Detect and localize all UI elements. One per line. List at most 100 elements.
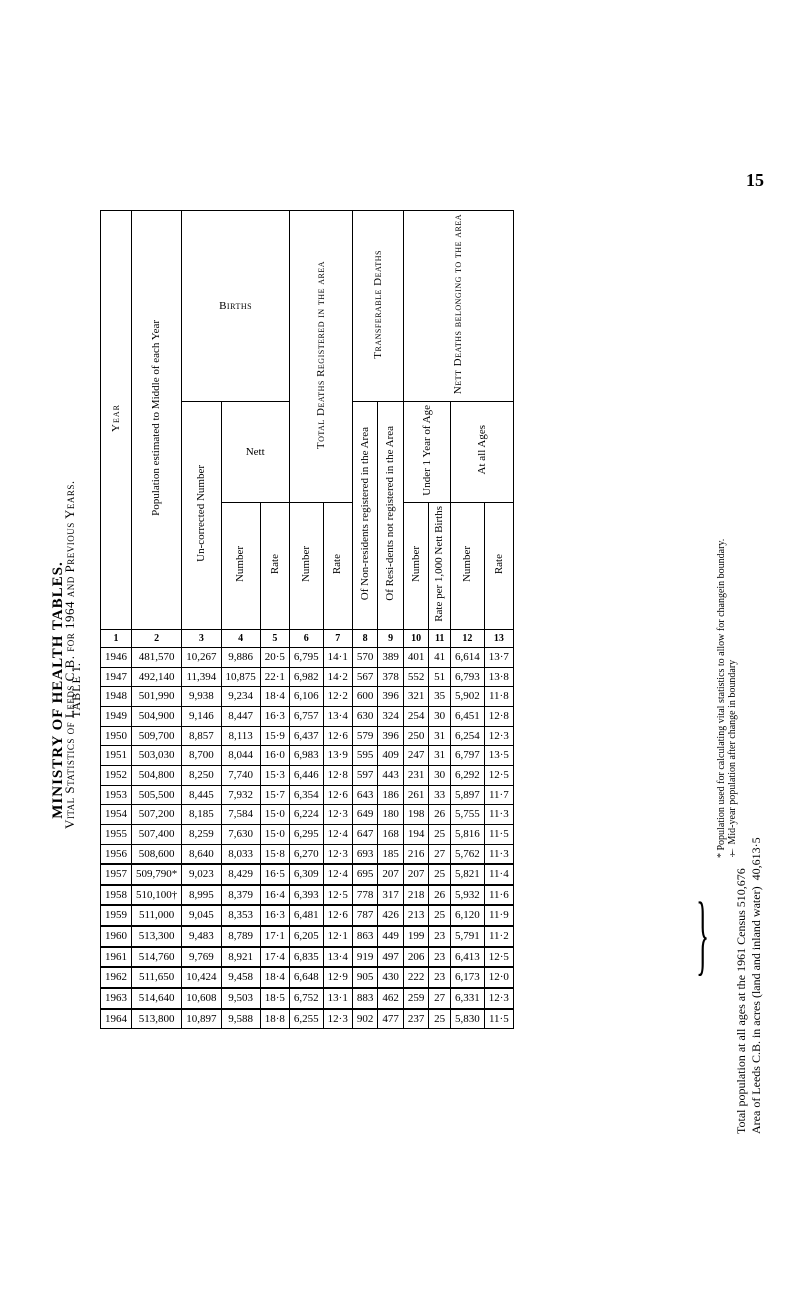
cell: 10,608 — [182, 988, 221, 1009]
cell: 919 — [352, 947, 378, 968]
table-foot: 1964 513,800 10,897 9,588 18·8 6,255 12·… — [101, 1009, 514, 1029]
cell: 261 — [403, 785, 429, 805]
cell: 35 — [429, 687, 451, 707]
table-row: 1947492,14011,39410,87522·16,98214·25673… — [101, 667, 514, 687]
cell: 492,140 — [132, 667, 182, 687]
cell: 6,205 — [289, 926, 323, 947]
cell: 595 — [352, 746, 378, 766]
cell: 5,932 — [450, 885, 484, 906]
cell: 321 — [403, 687, 429, 707]
cell: 905 — [352, 967, 378, 988]
cell: 33 — [429, 785, 451, 805]
cell: 26 — [429, 885, 451, 906]
cell: 902 — [352, 1009, 378, 1029]
cell: 11·6 — [484, 885, 513, 906]
col-number-row: 1 2 3 4 5 6 7 8 9 10 11 12 13 — [101, 629, 514, 648]
table-row: 1961514,7609,7698,92117·46,83513·4919497… — [101, 947, 514, 968]
cell: 514,760 — [132, 947, 182, 968]
cell: 5,816 — [450, 824, 484, 844]
cell: 12·6 — [323, 785, 352, 805]
cell: 25 — [429, 864, 451, 885]
cell: 18·4 — [260, 967, 289, 988]
cell: 13·5 — [484, 746, 513, 766]
cell: 443 — [378, 766, 404, 786]
grp-total-deaths: Total Deaths Registered in the area — [289, 211, 352, 503]
cell: 194 — [403, 824, 429, 844]
cell: 9,146 — [182, 707, 221, 727]
table-row: 1954507,2008,1857,58415·06,22412·3649180… — [101, 805, 514, 825]
cell: 14·2 — [323, 667, 352, 687]
cell: 27 — [429, 988, 451, 1009]
cell: 567 — [352, 667, 378, 687]
cell: 1953 — [101, 785, 132, 805]
cell: 9,458 — [221, 967, 260, 988]
cell: 514,640 — [132, 988, 182, 1009]
cell: 259 — [403, 988, 429, 1009]
cell: 12·6 — [323, 905, 352, 926]
cell: 449 — [378, 926, 404, 947]
col-resnot: Of Resi-dents not registered in the Area — [378, 401, 404, 629]
col-nonres: Of Non-residents registered in the Area — [352, 401, 378, 629]
cell: 1959 — [101, 905, 132, 926]
cell: 198 — [403, 805, 429, 825]
cell: 6,481 — [289, 905, 323, 926]
cell: 503,030 — [132, 746, 182, 766]
cell: 11·7 — [484, 785, 513, 805]
cell: 8,700 — [182, 746, 221, 766]
colno: 13 — [484, 629, 513, 648]
cell: 222 — [403, 967, 429, 988]
footnotes: * Population used for calculating vital … — [716, 300, 736, 860]
cell: 396 — [378, 687, 404, 707]
cell: 15·0 — [260, 824, 289, 844]
cell: 20·5 — [260, 648, 289, 668]
cell: 5,821 — [450, 864, 484, 885]
cell: 9,588 — [221, 1009, 260, 1029]
cell: 6,255 — [289, 1009, 323, 1029]
table-row: 1959511,0009,0458,35316·36,48112·6787426… — [101, 905, 514, 926]
cell: 5,762 — [450, 844, 484, 864]
grp-transferable: Transferable Deaths — [352, 211, 403, 402]
grp-nett: Nett — [221, 401, 289, 502]
colno: 10 — [403, 629, 429, 648]
table-row: 1957509,790*9,0238,42916·56,30912·469520… — [101, 864, 514, 885]
cell: 12·0 — [484, 967, 513, 988]
cell: 12·1 — [323, 926, 352, 947]
cell: 552 — [403, 667, 429, 687]
page-number: 15 — [746, 170, 764, 191]
cell: 11·3 — [484, 844, 513, 864]
col-u1-r: Rate per 1,000 Nett Births — [429, 503, 451, 629]
cell: 13·4 — [323, 707, 352, 727]
cell: 12·8 — [323, 766, 352, 786]
cell: 1952 — [101, 766, 132, 786]
cell: 207 — [378, 864, 404, 885]
cell: 787 — [352, 905, 378, 926]
cell: 378 — [378, 667, 404, 687]
cell: 18·5 — [260, 988, 289, 1009]
cell: 649 — [352, 805, 378, 825]
cell: 6,983 — [289, 746, 323, 766]
cell: 8,185 — [182, 805, 221, 825]
cell: 647 — [352, 824, 378, 844]
cell: 5,755 — [450, 805, 484, 825]
page: 15 Vital Statistics of Leeds C.B. for 19… — [0, 0, 800, 1306]
cell: 25 — [429, 905, 451, 926]
cell: 5,830 — [450, 1009, 484, 1029]
cell: 6,835 — [289, 947, 323, 968]
colno: 7 — [323, 629, 352, 648]
cell: 430 — [378, 967, 404, 988]
cell: 12·3 — [484, 726, 513, 746]
cell: 8,113 — [221, 726, 260, 746]
cell: 6,793 — [450, 667, 484, 687]
cell: 513,300 — [132, 926, 182, 947]
cell: 513,800 — [132, 1009, 182, 1029]
cell: 1956 — [101, 844, 132, 864]
cell: 213 — [403, 905, 429, 926]
cell: 15·9 — [260, 726, 289, 746]
cell: 22·1 — [260, 667, 289, 687]
brace-icon: } — [696, 890, 709, 980]
cell: 13·1 — [323, 988, 352, 1009]
cell: 25 — [429, 1009, 451, 1029]
cell: 6,451 — [450, 707, 484, 727]
cell: 51 — [429, 667, 451, 687]
table-row: 1950509,7008,8578,11315·96,43712·6579396… — [101, 726, 514, 746]
